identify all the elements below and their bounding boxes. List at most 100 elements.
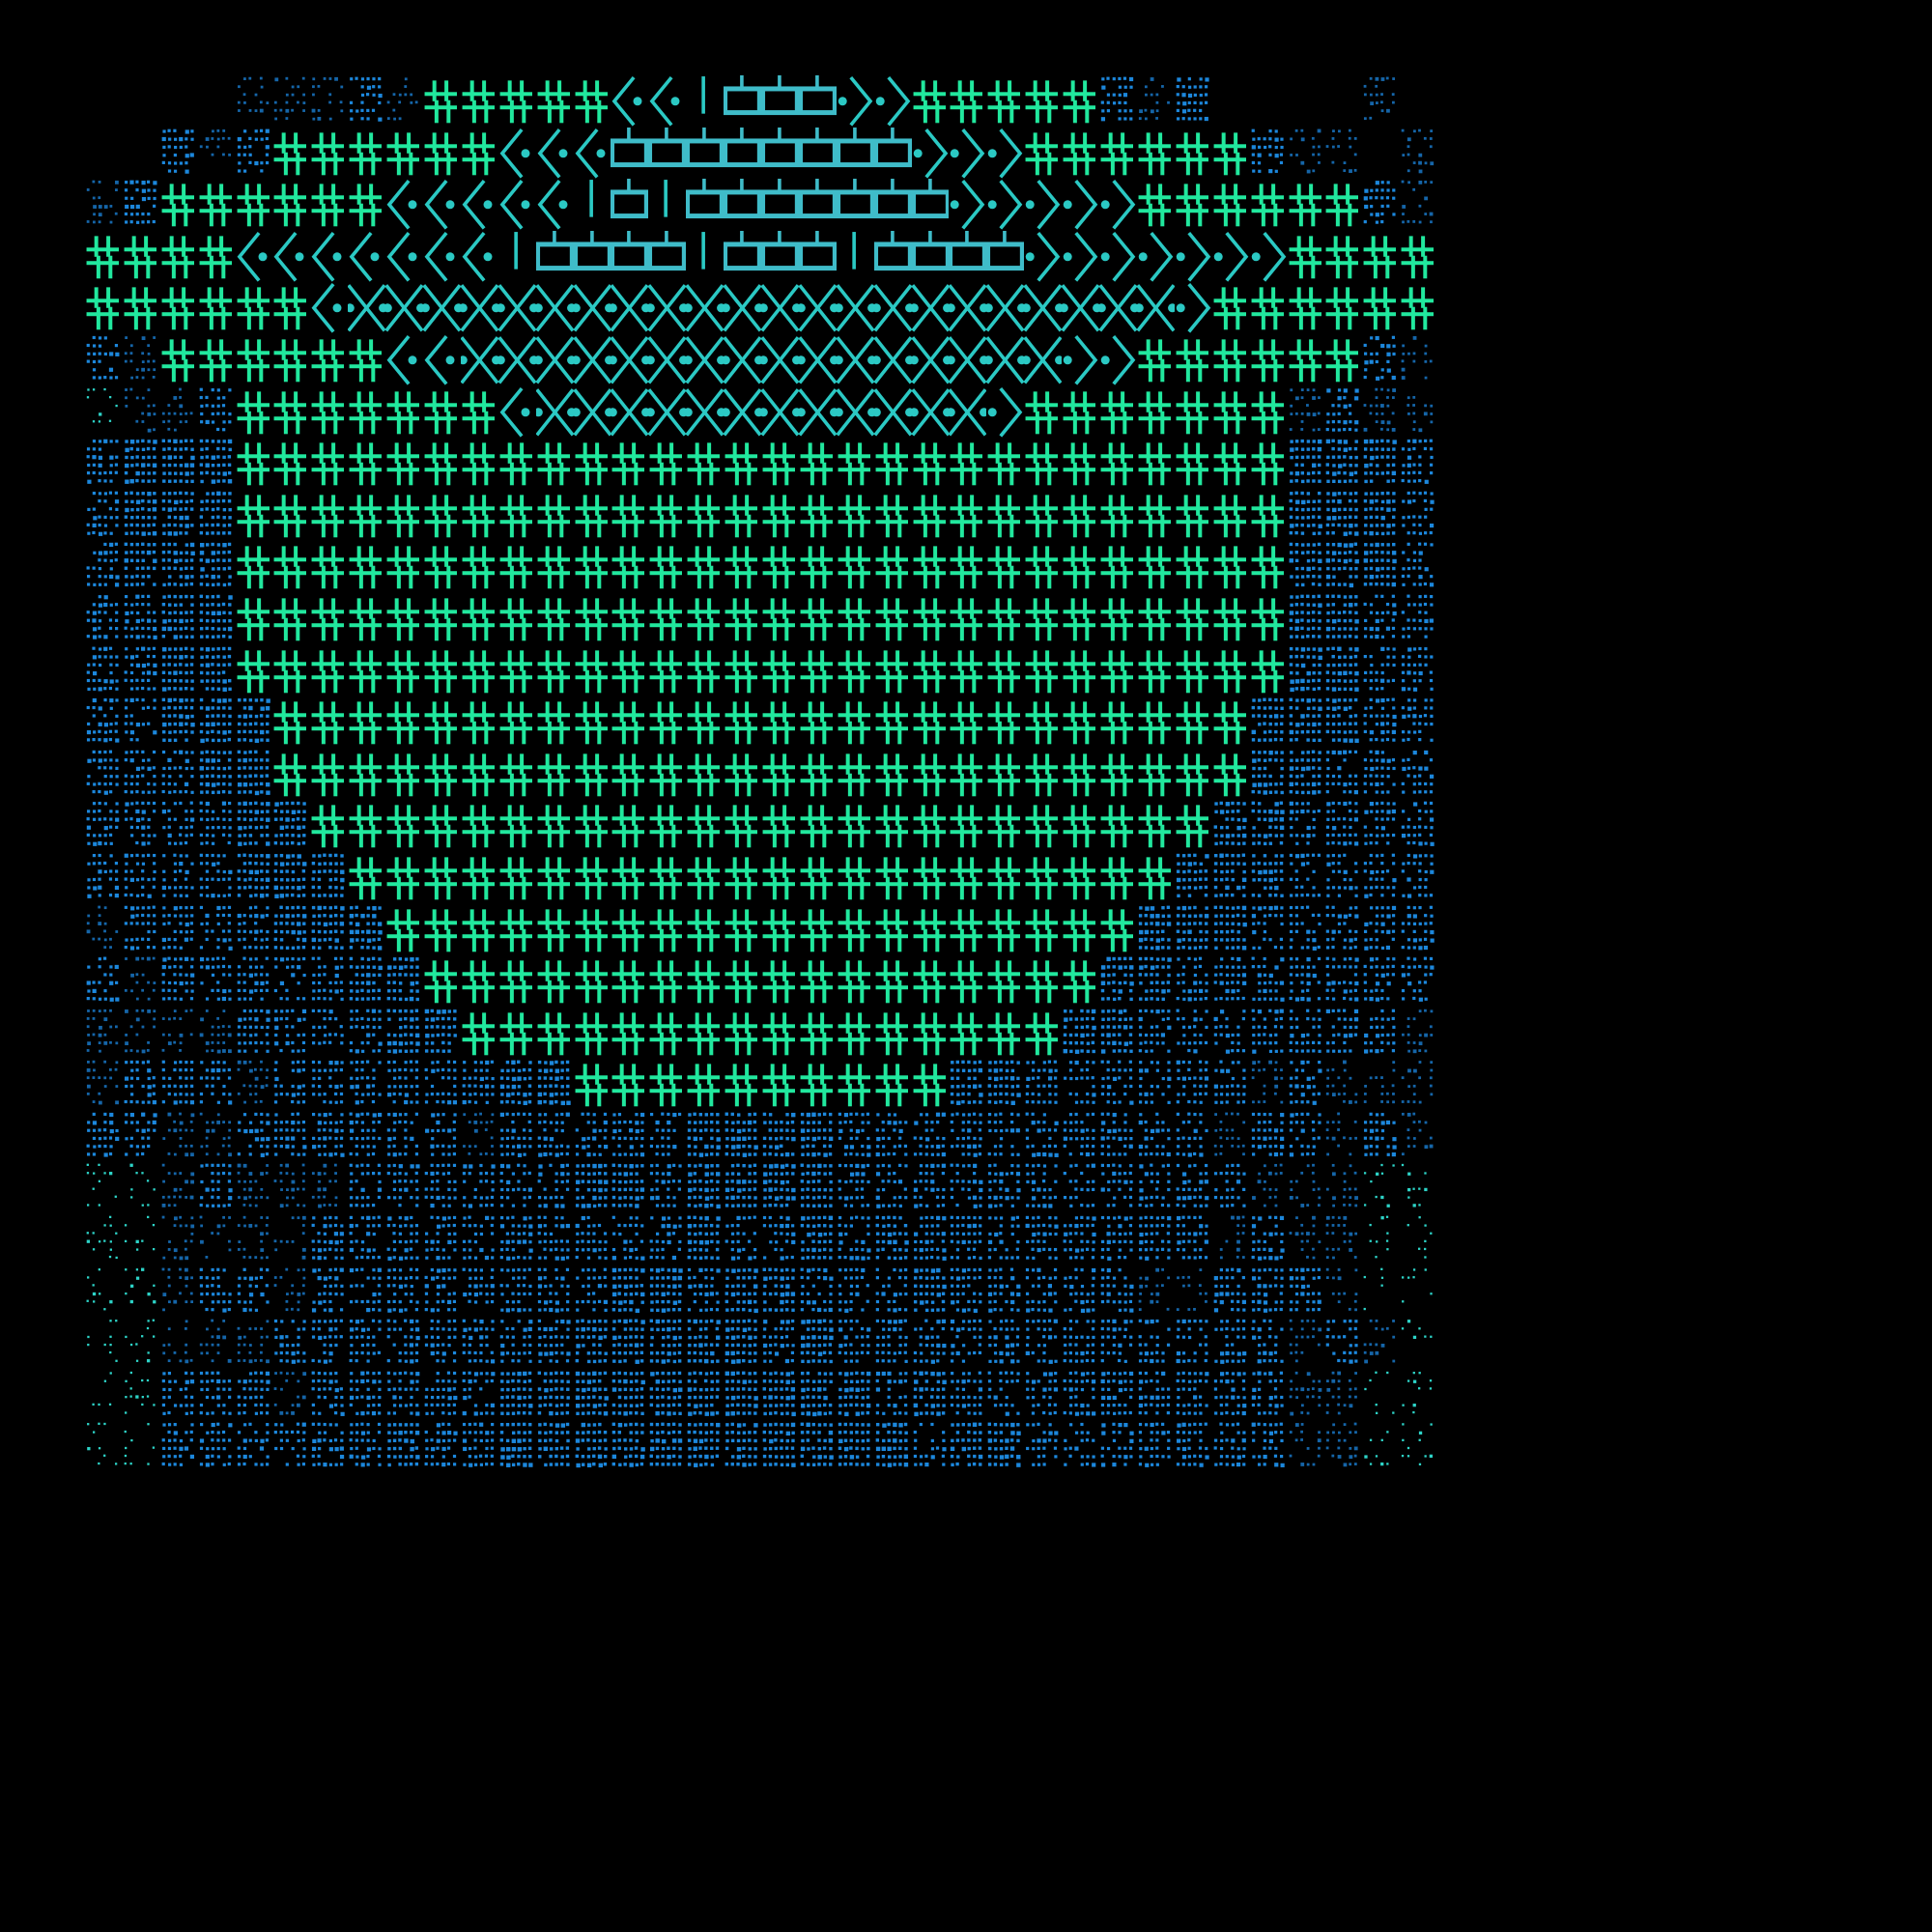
x-diamond-glyph <box>911 282 950 334</box>
crosshatch-hash-glyph <box>799 1008 837 1060</box>
dither-medium-glyph <box>310 1266 348 1319</box>
crosshatch-hash-glyph <box>949 438 986 490</box>
crosshatch-hash-glyph <box>536 852 574 904</box>
crosshatch-hash-glyph <box>423 852 461 904</box>
crosshatch-hash-glyph <box>536 541 574 593</box>
angle-left-glyph <box>611 75 648 128</box>
dither-medium-glyph <box>1024 1111 1062 1163</box>
x-diamond-glyph <box>573 386 611 439</box>
x-diamond-glyph <box>1136 282 1175 334</box>
crosshatch-hash-glyph <box>536 696 574 749</box>
dither-medium-glyph <box>85 749 123 801</box>
dither-medium-glyph <box>949 1370 986 1422</box>
crosshatch-hash-glyph <box>1175 334 1212 386</box>
crosshatch-hash-glyph <box>1062 541 1099 593</box>
dither-dense-glyph <box>1212 904 1250 956</box>
crosshatch-hash-glyph <box>912 593 950 645</box>
angle-right-glyph <box>1099 231 1137 283</box>
crosshatch-hash-glyph <box>236 334 273 386</box>
crosshatch-hash-glyph <box>874 541 912 593</box>
dither-medium-glyph <box>1137 1421 1175 1473</box>
dither-sparse-glyph <box>272 75 310 128</box>
dither-medium-glyph <box>123 852 160 904</box>
crosshatch-hash-glyph <box>310 386 348 439</box>
crosshatch-hash-glyph <box>648 696 686 749</box>
dither-dense-glyph <box>1175 904 1212 956</box>
dither-sparse-glyph <box>85 904 123 956</box>
crosshatch-hash-glyph <box>385 386 423 439</box>
crosshatch-hash-glyph <box>423 75 461 128</box>
angle-left-glyph <box>536 128 574 180</box>
dither-sparse-glyph <box>1324 128 1362 180</box>
dither-medium-glyph <box>949 1266 986 1319</box>
crosshatch-hash-glyph <box>272 334 310 386</box>
dither-dense-glyph <box>423 1008 461 1060</box>
crosshatch-hash-glyph <box>986 955 1024 1008</box>
crosshatch-hash-glyph <box>949 696 986 749</box>
angle-left-glyph <box>461 231 498 283</box>
dither-medium-glyph <box>1362 1111 1400 1163</box>
dither-medium-glyph <box>498 1162 536 1214</box>
dither-medium-glyph <box>85 955 123 1008</box>
crosshatch-hash-glyph <box>1250 593 1288 645</box>
dither-medium-glyph <box>986 1370 1024 1422</box>
dither-dense-glyph <box>724 1111 761 1163</box>
dither-faint-glyph <box>123 1214 160 1266</box>
crosshatch-hash-glyph <box>85 231 123 283</box>
dither-medium-glyph <box>1099 1162 1137 1214</box>
dither-dense-glyph <box>611 1266 648 1319</box>
crosshatch-hash-glyph <box>498 75 536 128</box>
filled-box-glyph <box>949 230 987 283</box>
crosshatch-hash-glyph <box>949 955 986 1008</box>
crosshatch-hash-glyph <box>686 1059 724 1111</box>
crosshatch-hash-glyph <box>498 852 536 904</box>
crosshatch-hash-glyph <box>874 749 912 801</box>
crosshatch-hash-glyph <box>536 438 574 490</box>
crosshatch-hash-glyph <box>799 541 837 593</box>
dither-medium-glyph <box>85 593 123 645</box>
dither-sparse-glyph <box>198 1111 236 1163</box>
glyph-grid <box>85 75 1449 1474</box>
dither-medium-glyph <box>536 1318 574 1370</box>
crosshatch-hash-glyph <box>1062 75 1099 128</box>
crosshatch-hash-glyph <box>310 541 348 593</box>
dither-medium-glyph <box>272 1111 310 1163</box>
dither-medium-glyph <box>123 179 160 231</box>
dither-medium-glyph <box>348 1059 385 1111</box>
dither-medium-glyph <box>348 1162 385 1214</box>
crosshatch-hash-glyph <box>423 749 461 801</box>
crosshatch-hash-glyph <box>874 1059 912 1111</box>
crosshatch-hash-glyph <box>611 645 648 697</box>
x-diamond-glyph <box>648 334 687 386</box>
crosshatch-hash-glyph <box>1212 645 1250 697</box>
crosshatch-hash-glyph <box>1137 800 1175 852</box>
crosshatch-hash-glyph <box>686 904 724 956</box>
crosshatch-hash-glyph <box>236 593 273 645</box>
dither-dense-glyph <box>761 1266 799 1319</box>
dither-medium-glyph <box>1175 1421 1212 1473</box>
crosshatch-hash-glyph <box>1137 490 1175 542</box>
dither-dense-glyph <box>686 1111 724 1163</box>
dither-medium-glyph <box>348 75 385 128</box>
dither-medium-glyph <box>949 1162 986 1214</box>
crosshatch-hash-glyph <box>198 334 236 386</box>
crosshatch-hash-glyph <box>498 645 536 697</box>
dither-dense-glyph <box>1288 749 1325 801</box>
crosshatch-hash-glyph <box>799 749 837 801</box>
dither-medium-glyph <box>1175 1370 1212 1422</box>
dither-dense-glyph <box>724 1318 761 1370</box>
crosshatch-hash-glyph <box>912 749 950 801</box>
dither-sparse-glyph <box>1400 386 1437 439</box>
crosshatch-hash-glyph <box>498 749 536 801</box>
dither-medium-glyph <box>348 1111 385 1163</box>
dither-sparse-glyph <box>236 1162 273 1214</box>
crosshatch-hash-glyph <box>912 541 950 593</box>
crosshatch-hash-glyph <box>837 800 874 852</box>
dither-medium-glyph <box>1175 1162 1212 1214</box>
crosshatch-hash-glyph <box>1250 541 1288 593</box>
angle-left-glyph <box>272 231 310 283</box>
crosshatch-hash-glyph <box>724 593 761 645</box>
dither-medium-glyph <box>986 1318 1024 1370</box>
crosshatch-hash-glyph <box>912 438 950 490</box>
dither-sparse-glyph <box>272 1162 310 1214</box>
